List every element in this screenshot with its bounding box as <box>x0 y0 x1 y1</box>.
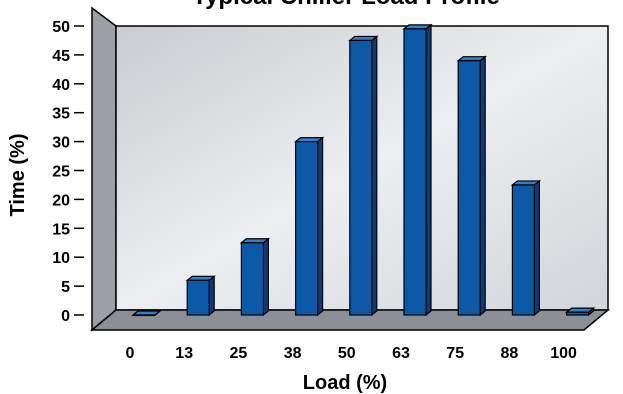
bars <box>131 23 596 317</box>
y-tick-label: 0 <box>61 308 70 325</box>
bar-top <box>510 180 542 186</box>
y-tick-label: 40 <box>52 77 70 94</box>
bar-side <box>479 55 486 317</box>
bar-side <box>425 23 432 317</box>
y-tick-label: 10 <box>52 250 70 267</box>
y-tick-label: 5 <box>61 279 70 296</box>
bar-top <box>239 238 271 244</box>
bar-front <box>403 28 427 316</box>
bar-front <box>511 184 536 316</box>
side-wall <box>91 6 117 332</box>
bar-top <box>564 307 596 313</box>
x-tick-label: 38 <box>284 345 302 362</box>
x-tick-label: 100 <box>550 345 577 362</box>
y-tick-label: 20 <box>52 192 70 209</box>
bar-side <box>208 275 215 317</box>
bar-front <box>186 279 210 316</box>
bar-63 <box>402 23 433 317</box>
x-tick-label: 13 <box>175 345 193 362</box>
x-tick-label: 88 <box>501 345 519 362</box>
y-tick-label: 30 <box>52 135 70 152</box>
bar-front <box>349 39 373 316</box>
bar-front <box>457 60 481 316</box>
bar-front <box>565 311 590 316</box>
chart-title: Typical Chiller Load Profile <box>192 0 500 10</box>
bar-side <box>317 136 324 317</box>
y-axis-ticks: 0 5 10 15 20 25 30 35 40 45 50 <box>52 19 84 325</box>
bar-25 <box>239 237 271 317</box>
x-tick-label: 0 <box>126 345 135 362</box>
bar-88 <box>510 179 542 317</box>
bar-side <box>371 35 378 317</box>
bar-side <box>533 179 541 317</box>
bar-side <box>262 237 269 317</box>
x-axis-label: Load (%) <box>303 372 387 394</box>
bar-38 <box>293 136 325 317</box>
bar-top <box>293 137 325 143</box>
bar-13 <box>185 275 216 317</box>
y-tick-label: 25 <box>52 164 70 181</box>
bar-75 <box>456 55 487 317</box>
bar-top <box>131 310 162 316</box>
x-axis-ticks: 0 13 25 38 50 63 75 88 100 <box>126 345 577 362</box>
bar-front <box>240 242 264 316</box>
y-tick-label: 50 <box>52 19 70 36</box>
y-tick-label: 45 <box>52 48 70 65</box>
bar-50 <box>348 35 379 317</box>
bar-top <box>185 275 216 281</box>
bar-100 <box>564 306 596 317</box>
y-tick-label: 35 <box>52 106 70 123</box>
x-tick-label: 63 <box>392 345 410 362</box>
x-tick-label: 75 <box>446 345 464 362</box>
bar-front <box>295 141 319 316</box>
bar-front <box>132 314 156 317</box>
bar-0 <box>131 310 162 317</box>
x-tick-label: 25 <box>230 345 248 362</box>
x-tick-label: 50 <box>338 345 356 362</box>
y-tick-label: 15 <box>52 221 70 238</box>
y-axis-label: Time (%) <box>7 134 29 217</box>
